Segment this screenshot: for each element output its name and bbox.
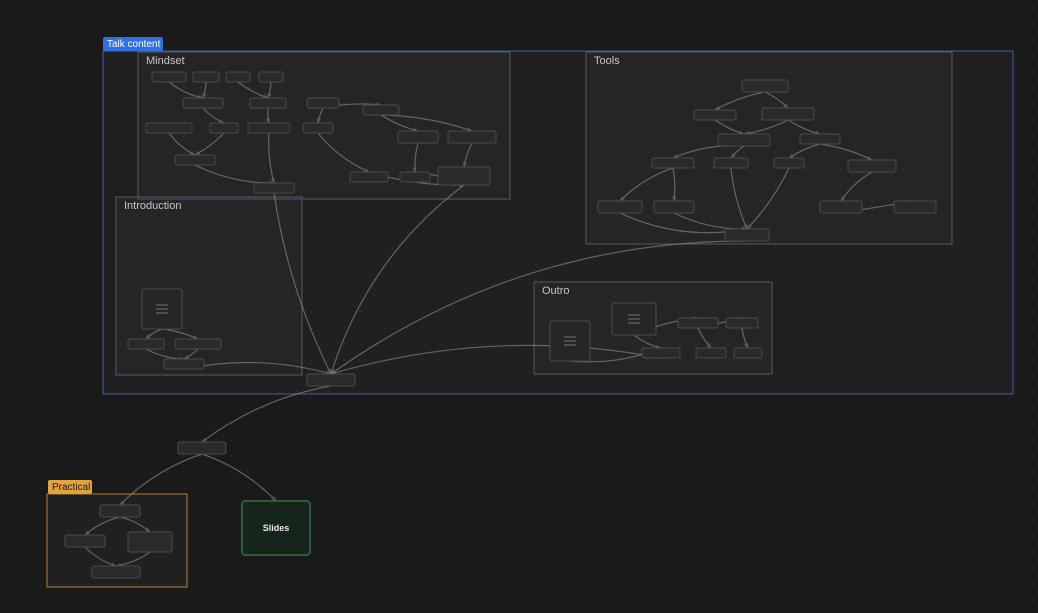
node-m10[interactable] xyxy=(248,123,290,133)
node-m14[interactable] xyxy=(448,131,496,143)
node-m5[interactable] xyxy=(183,98,223,108)
node-m4[interactable] xyxy=(259,72,283,82)
node-m1[interactable] xyxy=(152,72,186,82)
node-m18[interactable] xyxy=(438,167,490,185)
node-t11[interactable] xyxy=(654,201,694,213)
node-t6[interactable] xyxy=(652,158,694,168)
node-t9[interactable] xyxy=(848,160,896,172)
node-t13[interactable] xyxy=(894,201,936,213)
node-o3[interactable] xyxy=(642,348,680,358)
node-t2[interactable] xyxy=(694,110,736,120)
badge-label-practical: Practical xyxy=(52,482,90,493)
node-p3[interactable] xyxy=(128,532,172,552)
node-i3[interactable] xyxy=(164,359,204,369)
node-m7[interactable] xyxy=(307,98,339,108)
node-o2[interactable] xyxy=(726,318,758,328)
node-m3[interactable] xyxy=(226,72,250,82)
node-m13[interactable] xyxy=(398,131,438,143)
node-m11[interactable] xyxy=(303,123,333,133)
node-p4[interactable] xyxy=(92,566,140,578)
node-p2[interactable] xyxy=(65,535,105,547)
node-m15[interactable] xyxy=(175,155,215,165)
node-m6[interactable] xyxy=(250,98,286,108)
node-t12[interactable] xyxy=(820,201,862,213)
group-label-mindset: Mindset xyxy=(146,55,185,67)
diagram-canvas[interactable]: Mindset Tools Introduction Outro Slides Tal… xyxy=(0,0,1038,613)
node-m12[interactable] xyxy=(363,105,399,115)
node-m17[interactable] xyxy=(400,172,430,182)
group-label-tools: Tools xyxy=(594,55,620,67)
node-o4[interactable] xyxy=(696,348,726,358)
group-label-introduction: Introduction xyxy=(124,200,181,212)
badge-label-talk_content: Talk content xyxy=(107,39,161,50)
node-i2[interactable] xyxy=(175,339,221,349)
node-t1[interactable] xyxy=(742,80,788,92)
node-t4[interactable] xyxy=(718,134,770,146)
node-t7[interactable] xyxy=(714,158,748,168)
node-hub[interactable] xyxy=(307,374,355,386)
node-t5[interactable] xyxy=(800,134,840,144)
node-m9[interactable] xyxy=(210,123,238,133)
node-t10[interactable] xyxy=(598,201,642,213)
node-o1[interactable] xyxy=(678,318,718,328)
group-label-outro: Outro xyxy=(542,285,570,297)
node-t8[interactable] xyxy=(774,158,804,168)
node-m2[interactable] xyxy=(193,72,219,82)
node-t3[interactable] xyxy=(762,108,814,120)
node-m19[interactable] xyxy=(254,183,294,193)
node-m16[interactable] xyxy=(350,172,388,182)
node-p1[interactable] xyxy=(100,505,140,517)
node-i1[interactable] xyxy=(128,339,164,349)
node-mid[interactable] xyxy=(178,442,226,454)
slides-label: Slides xyxy=(263,523,290,533)
node-t14[interactable] xyxy=(725,229,769,241)
edge-mid-slides xyxy=(202,454,276,501)
node-o5[interactable] xyxy=(734,348,762,358)
node-m8[interactable] xyxy=(146,123,192,133)
